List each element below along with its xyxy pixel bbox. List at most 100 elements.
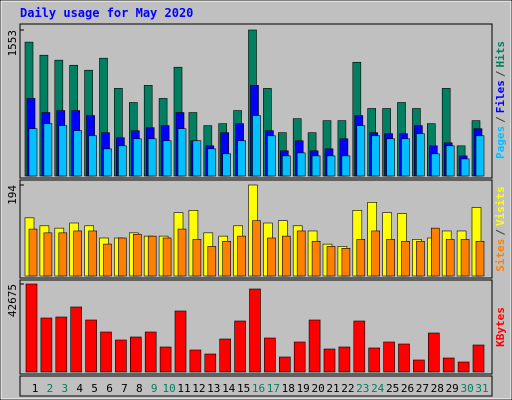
x-tick-label: 7 bbox=[121, 382, 128, 395]
bar bbox=[100, 331, 112, 373]
bar bbox=[401, 138, 410, 177]
bar bbox=[58, 125, 68, 177]
bar bbox=[103, 243, 112, 277]
bar bbox=[237, 140, 246, 177]
legend-entry: Hits bbox=[494, 41, 507, 68]
bar bbox=[356, 125, 366, 177]
bar bbox=[207, 148, 217, 177]
bar bbox=[311, 240, 321, 277]
bar bbox=[427, 332, 440, 373]
bar bbox=[85, 319, 97, 373]
bar bbox=[371, 135, 381, 177]
bar bbox=[58, 232, 68, 277]
bar bbox=[416, 240, 425, 277]
bar bbox=[88, 230, 97, 277]
bar bbox=[296, 152, 306, 177]
legend-entry: Files bbox=[494, 80, 507, 113]
label-area bbox=[19, 375, 493, 397]
bar bbox=[40, 317, 53, 373]
bar bbox=[133, 138, 142, 177]
x-tick-label: 9 bbox=[151, 382, 158, 395]
bar bbox=[222, 240, 231, 277]
x-tick-label: 10 bbox=[162, 382, 175, 395]
bar bbox=[430, 227, 440, 277]
bar bbox=[28, 128, 38, 177]
x-tick-label: 23 bbox=[356, 382, 369, 395]
bar bbox=[189, 349, 202, 373]
bar bbox=[144, 331, 157, 373]
bar bbox=[368, 347, 381, 373]
bar bbox=[192, 140, 202, 177]
bar bbox=[442, 357, 455, 373]
bar bbox=[264, 337, 276, 373]
bar bbox=[73, 230, 82, 277]
bar bbox=[237, 235, 246, 277]
bar bbox=[356, 239, 366, 277]
bar bbox=[177, 228, 187, 277]
x-tick-label: 5 bbox=[91, 382, 98, 395]
bar bbox=[25, 283, 38, 373]
x-tick-label: 6 bbox=[106, 382, 113, 395]
bar bbox=[249, 288, 261, 373]
bar bbox=[118, 145, 127, 177]
x-tick-label: 11 bbox=[177, 382, 190, 395]
bar bbox=[267, 135, 276, 177]
x-tick-label: 21 bbox=[326, 382, 339, 395]
bar bbox=[147, 138, 157, 177]
bar bbox=[281, 235, 291, 277]
bar bbox=[118, 237, 127, 277]
x-tick-label: 18 bbox=[282, 382, 295, 395]
x-tick-label: 26 bbox=[401, 382, 414, 395]
bar bbox=[293, 341, 306, 373]
bar bbox=[460, 158, 470, 177]
x-tick-label: 14 bbox=[222, 382, 236, 395]
bar bbox=[353, 320, 366, 373]
bar bbox=[147, 235, 157, 277]
bar bbox=[460, 239, 470, 277]
bar bbox=[278, 356, 291, 373]
bar bbox=[70, 306, 82, 373]
legend: Sites / Visits bbox=[494, 186, 507, 272]
bar bbox=[416, 133, 425, 177]
bar bbox=[162, 237, 172, 277]
bar bbox=[234, 320, 246, 373]
y-tick-label: 194 bbox=[6, 185, 19, 205]
x-tick-label: 13 bbox=[207, 382, 220, 395]
legend-separator: / bbox=[494, 70, 507, 77]
bar bbox=[341, 155, 351, 177]
chart-title: Daily usage for May 2020 bbox=[20, 6, 193, 20]
bar bbox=[252, 220, 261, 277]
bar bbox=[103, 148, 112, 177]
x-tick-label: 12 bbox=[192, 382, 205, 395]
bar bbox=[174, 310, 187, 373]
bar bbox=[430, 153, 440, 177]
legend: Pages / Files / Hits bbox=[494, 41, 507, 159]
x-tick-label: 3 bbox=[61, 382, 68, 395]
x-tick-label: 4 bbox=[76, 382, 83, 395]
x-tick-label: 19 bbox=[297, 382, 310, 395]
bar bbox=[115, 339, 127, 373]
bar bbox=[308, 319, 321, 373]
bar bbox=[386, 239, 395, 277]
bar bbox=[311, 155, 321, 177]
bar bbox=[252, 115, 261, 177]
x-tick-label: 25 bbox=[386, 382, 399, 395]
x-tick-label: 16 bbox=[252, 382, 265, 395]
bar bbox=[267, 237, 276, 277]
bar bbox=[192, 239, 202, 277]
x-tick-label: 20 bbox=[311, 382, 324, 395]
bar bbox=[73, 130, 82, 177]
x-tick-label: 31 bbox=[475, 382, 488, 395]
bar bbox=[177, 128, 187, 177]
bar bbox=[28, 228, 38, 277]
bar bbox=[281, 155, 291, 177]
bar bbox=[475, 240, 485, 277]
bar bbox=[133, 233, 142, 277]
x-tick-label: 17 bbox=[267, 382, 280, 395]
bar bbox=[445, 145, 455, 177]
bar bbox=[445, 239, 455, 277]
bar bbox=[55, 316, 68, 373]
bar bbox=[207, 246, 217, 277]
